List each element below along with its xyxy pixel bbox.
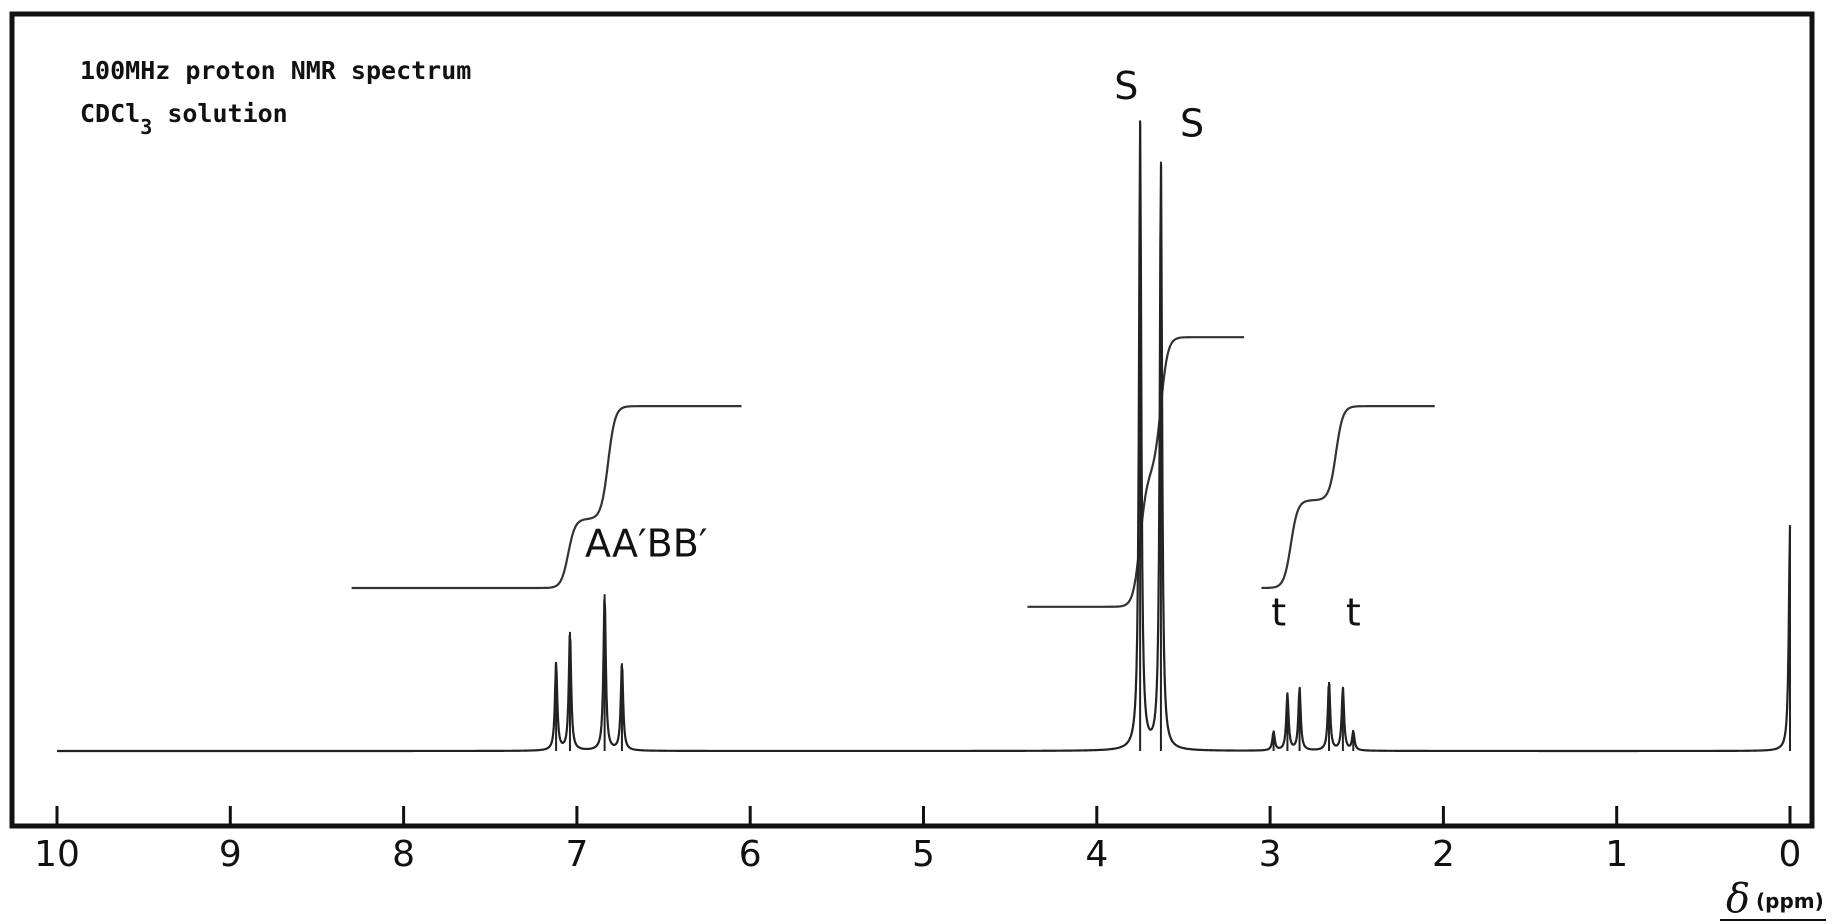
spectrum-trace — [56, 120, 1792, 753]
integral-curve — [1261, 405, 1435, 590]
title-solvent: CDCl — [80, 99, 140, 128]
x-tick-label: 4 — [1085, 834, 1108, 875]
spectrum-line — [56, 120, 1792, 753]
plot-frame — [9, 11, 1815, 829]
peak-annotation: AA′BB′ — [585, 522, 707, 566]
x-axis-title: δ (ppm) — [1720, 876, 1826, 922]
x-axis-symbol: δ — [1726, 876, 1750, 922]
peak-annotations: AA′BB′ SSt t — [585, 64, 1361, 635]
peak-annotation: S — [1180, 102, 1204, 146]
x-tick-label: 3 — [1259, 834, 1282, 875]
title-block: 100MHz proton NMR spectrum CDCl3 solutio… — [80, 56, 471, 139]
x-tick-label: 8 — [392, 834, 415, 875]
title-solution: solution — [152, 99, 287, 128]
title-line-2: CDCl3 solution — [80, 99, 288, 139]
x-tick-label: 0 — [1779, 834, 1802, 875]
x-axis-unit: (ppm) — [1756, 889, 1824, 913]
integral-curve — [1027, 336, 1245, 608]
integral-curve — [351, 405, 742, 590]
x-axis-ticks: 10 9 8 7 6 5 4 3 2 1 0 — [34, 806, 1801, 875]
title-subscript: 3 — [140, 115, 152, 139]
peak-annotation: S — [1114, 64, 1138, 108]
x-tick-label: 6 — [739, 834, 762, 875]
x-tick-label: 1 — [1605, 834, 1628, 875]
title-line-1: 100MHz proton NMR spectrum — [80, 56, 471, 85]
x-tick-label: 7 — [565, 834, 588, 875]
peak-annotation: t — [1271, 591, 1286, 635]
x-tick-label: 9 — [219, 834, 242, 875]
peak-annotation: t — [1346, 591, 1361, 635]
x-tick-label: 5 — [912, 834, 935, 875]
x-tick-label: 2 — [1432, 834, 1455, 875]
x-tick-label: 10 — [34, 834, 80, 875]
integral-curves — [351, 336, 1435, 608]
